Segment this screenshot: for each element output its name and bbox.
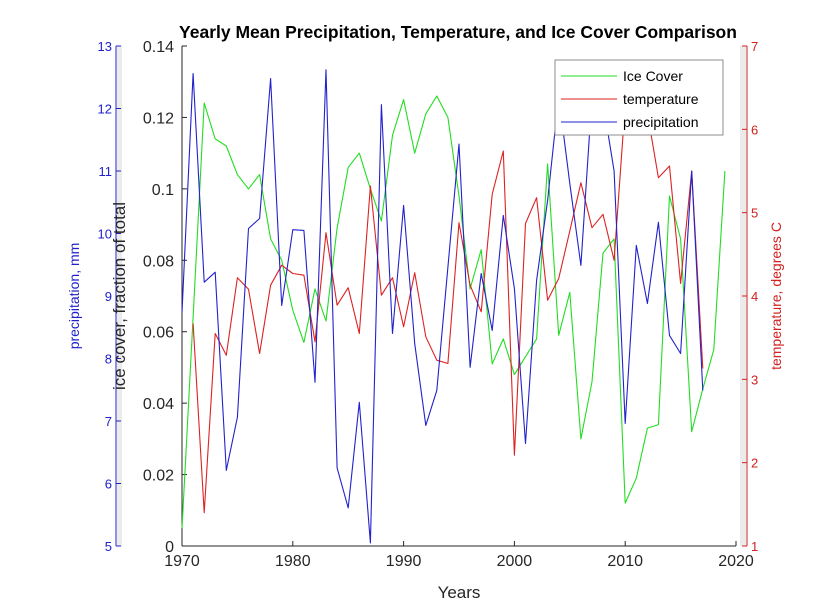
ice-tick-label: 0.08 [143, 253, 174, 270]
x-tick-label: 1990 [386, 553, 422, 570]
ice-tick-label: 0.06 [143, 325, 174, 342]
precip-tick-label: 13 [98, 39, 112, 54]
ice-tick-label: 0.1 [152, 182, 174, 199]
temp-tick-label: 6 [751, 122, 758, 137]
legend-label-ice: Ice Cover [623, 68, 683, 84]
temp-tick-label: 1 [751, 539, 758, 554]
temp-tick-label: 5 [751, 206, 758, 221]
x-tick-label: 2000 [497, 553, 533, 570]
temp-tick-label: 4 [751, 289, 758, 304]
temp-axis-label: temperature, degrees C [768, 222, 784, 370]
legend-label-temperature: temperature [623, 91, 699, 107]
precip-tick-label: 9 [105, 289, 112, 304]
x-tick-label: 2010 [607, 553, 643, 570]
x-tick-label: 2020 [718, 553, 754, 570]
precip-tick-label: 6 [105, 477, 112, 492]
ice-tick-label: 0.12 [143, 110, 174, 127]
legend-label-precipitation: precipitation [623, 114, 699, 130]
precip-tick-label: 12 [98, 102, 112, 117]
precip-tick-label: 5 [105, 539, 112, 554]
temp-tick-label: 7 [751, 39, 758, 54]
temp-tick-label: 2 [751, 456, 758, 471]
ice-tick-label: 0.14 [143, 39, 174, 56]
ice-tick-label: 0 [165, 539, 174, 556]
precip-axis-label: precipitation, mm [66, 243, 82, 350]
ice-axis-label: ice cover, fraction of total [110, 202, 129, 390]
legend: Ice Cover temperature precipitation [554, 59, 724, 136]
x-tick-label: 1980 [275, 553, 311, 570]
temp-tick-label: 3 [751, 372, 758, 387]
precip-tick-label: 11 [99, 164, 113, 179]
x-axis-label: Years [438, 583, 481, 602]
precip-tick-label: 8 [105, 352, 112, 367]
axes-layer: 0 0.02 0.04 0.06 0.08 0.1 0.12 0.14 1970 1980 1990… [98, 39, 759, 570]
ice-tick-label: 0.02 [143, 468, 174, 485]
series-line-temperature [192, 87, 704, 514]
precip-tick-label: 7 [105, 414, 112, 429]
precip-tick-label: 10 [98, 227, 112, 242]
series-layer [181, 69, 726, 544]
series-line-precipitation [181, 69, 704, 544]
series-line-ice-cover [181, 95, 726, 529]
x-tick-label: 1970 [164, 553, 200, 570]
ice-tick-label: 0.04 [143, 396, 174, 413]
chart-title: Yearly Mean Precipitation, Temperature, … [179, 22, 737, 42]
